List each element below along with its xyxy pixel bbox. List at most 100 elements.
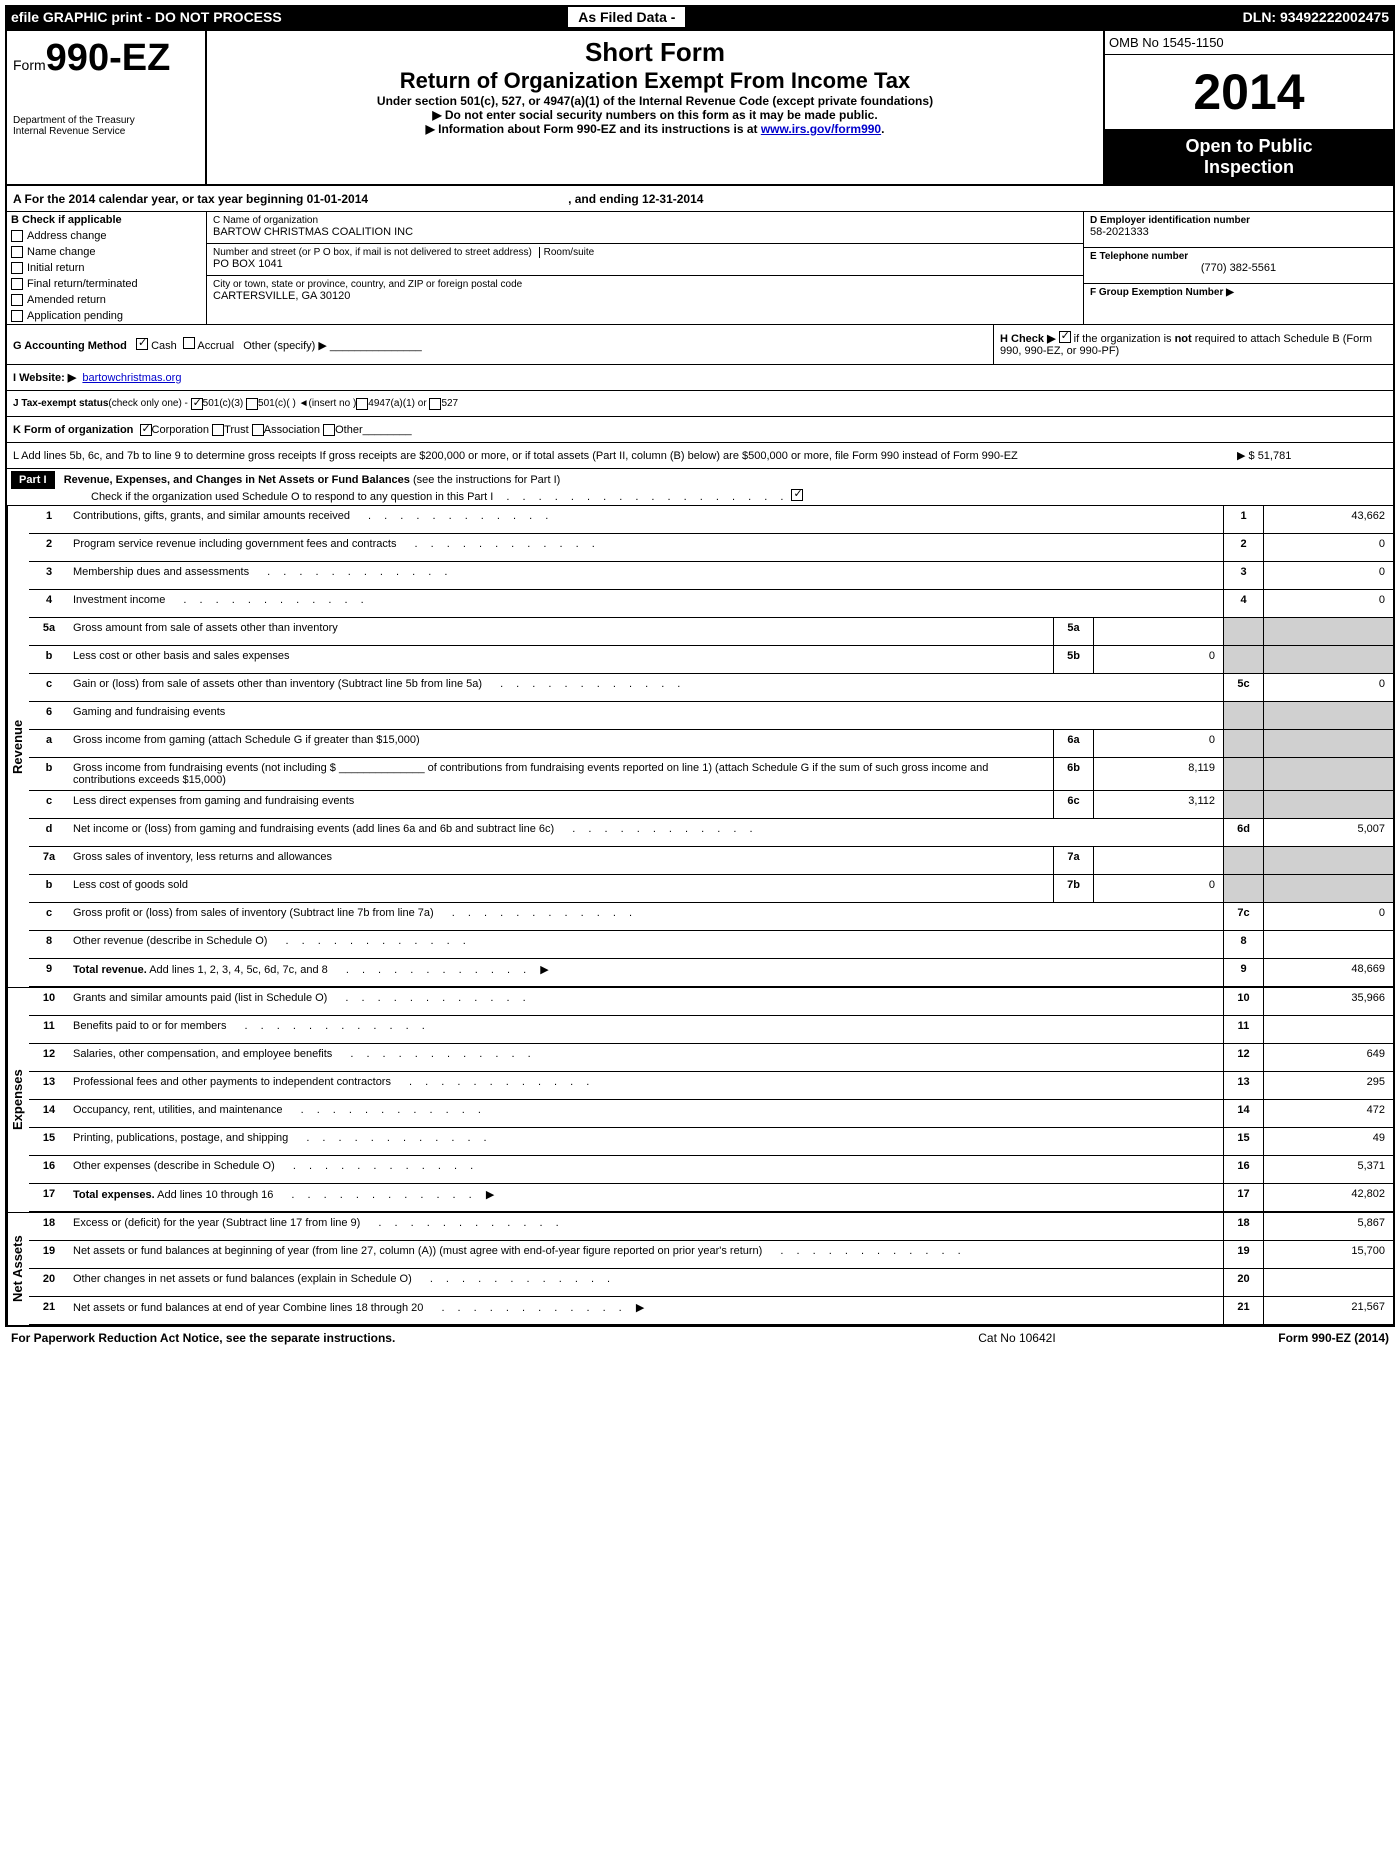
- note-2: ▶ Information about Form 990-EZ and its …: [213, 122, 1097, 136]
- line-20: 20Other changes in net assets or fund ba…: [29, 1269, 1393, 1297]
- omb-number: OMB No 1545-1150: [1105, 31, 1393, 55]
- form-footer: For Paperwork Reduction Act Notice, see …: [5, 1327, 1395, 1349]
- form-prefix: Form: [13, 57, 46, 73]
- check-boxes: B Check if applicable Address changeName…: [7, 212, 207, 324]
- line-b: bLess cost of goods sold7b0: [29, 875, 1393, 903]
- tax-status-row: J Tax-exempt status(check only one) - 50…: [7, 391, 1393, 417]
- header-right: OMB No 1545-1150 2014 Open to Public Ins…: [1103, 31, 1393, 184]
- line-8: 8Other revenue (describe in Schedule O) …: [29, 931, 1393, 959]
- line-2: 2Program service revenue including gover…: [29, 534, 1393, 562]
- line-14: 14Occupancy, rent, utilities, and mainte…: [29, 1100, 1393, 1128]
- expenses-table: Expenses 10Grants and similar amounts pa…: [7, 987, 1393, 1212]
- 501c-checkbox[interactable]: [246, 398, 258, 410]
- 527-checkbox[interactable]: [429, 398, 441, 410]
- revenue-label: Revenue: [7, 506, 29, 987]
- check-option: Name change: [7, 244, 206, 260]
- right-info: D Employer identification number 58-2021…: [1083, 212, 1393, 324]
- footer-mid: Cat No 10642I: [978, 1331, 1278, 1345]
- dept-2: Internal Revenue Service: [13, 126, 199, 137]
- checkbox[interactable]: [11, 278, 23, 290]
- line-b: bGross income from fundraising events (n…: [29, 758, 1393, 791]
- line-12: 12Salaries, other compensation, and empl…: [29, 1044, 1393, 1072]
- top-bar: efile GRAPHIC print - DO NOT PROCESS As …: [5, 5, 1395, 29]
- line-17: 17Total expenses. Add lines 10 through 1…: [29, 1184, 1393, 1212]
- line-a: aGross income from gaming (attach Schedu…: [29, 730, 1393, 758]
- header-left: Form990-EZ Department of the Treasury In…: [7, 31, 207, 184]
- irs-link[interactable]: www.irs.gov/form990: [761, 122, 881, 136]
- schedule-o-checkbox[interactable]: [791, 489, 803, 501]
- part-1-header: Part I Revenue, Expenses, and Changes in…: [7, 469, 1393, 506]
- form-header: Form990-EZ Department of the Treasury In…: [7, 31, 1393, 186]
- line-d: dNet income or (loss) from gaming and fu…: [29, 819, 1393, 847]
- line-c: cGain or (loss) from sale of assets othe…: [29, 674, 1393, 702]
- org-form-row: K Form of organization Corporation Trust…: [7, 417, 1393, 443]
- checkbox[interactable]: [11, 246, 23, 258]
- subtitle: Under section 501(c), 527, or 4947(a)(1)…: [213, 94, 1097, 108]
- line-10: 10Grants and similar amounts paid (list …: [29, 988, 1393, 1016]
- return-title: Return of Organization Exempt From Incom…: [213, 68, 1097, 94]
- header-center: Short Form Return of Organization Exempt…: [207, 31, 1103, 184]
- association-checkbox[interactable]: [252, 424, 264, 436]
- checkbox[interactable]: [11, 262, 23, 274]
- dept-1: Department of the Treasury: [13, 115, 199, 126]
- line-4: 4Investment income . . . . . . . . . . .…: [29, 590, 1393, 618]
- topbar-right: DLN: 93492222002475: [1243, 9, 1395, 25]
- line-3: 3Membership dues and assessments . . . .…: [29, 562, 1393, 590]
- topbar-left: efile GRAPHIC print - DO NOT PROCESS: [5, 9, 566, 25]
- line-21: 21Net assets or fund balances at end of …: [29, 1297, 1393, 1325]
- 501c3-checkbox[interactable]: [191, 398, 203, 410]
- expenses-label: Expenses: [7, 988, 29, 1212]
- corporation-checkbox[interactable]: [140, 424, 152, 436]
- group-exemption-row: F Group Exemption Number ▶: [1084, 284, 1393, 320]
- footer-right: Form 990-EZ (2014): [1278, 1331, 1389, 1345]
- line-13: 13Professional fees and other payments t…: [29, 1072, 1393, 1100]
- line-7a: 7aGross sales of inventory, less returns…: [29, 847, 1393, 875]
- net-assets-table: Net Assets 18Excess or (deficit) for the…: [7, 1212, 1393, 1325]
- cash-checkbox[interactable]: [136, 338, 148, 350]
- section-a-row: A For the 2014 calendar year, or tax yea…: [7, 186, 1393, 212]
- form-number: 990-EZ: [46, 37, 171, 79]
- note-1: ▶ Do not enter social security numbers o…: [213, 108, 1097, 122]
- org-info: C Name of organization BARTOW CHRISTMAS …: [207, 212, 1083, 324]
- 4947-checkbox[interactable]: [356, 398, 368, 410]
- line-b: bLess cost or other basis and sales expe…: [29, 646, 1393, 674]
- ein-row: D Employer identification number 58-2021…: [1084, 212, 1393, 248]
- line-9: 9Total revenue. Add lines 1, 2, 3, 4, 5c…: [29, 959, 1393, 987]
- line-c: cGross profit or (loss) from sales of in…: [29, 903, 1393, 931]
- line-19: 19Net assets or fund balances at beginni…: [29, 1241, 1393, 1269]
- line-5a: 5aGross amount from sale of assets other…: [29, 618, 1393, 646]
- phone-row: E Telephone number (770) 382-5561: [1084, 248, 1393, 284]
- line-c: cLess direct expenses from gaming and fu…: [29, 791, 1393, 819]
- schedule-b-checkbox[interactable]: [1059, 331, 1071, 343]
- check-option: Initial return: [7, 260, 206, 276]
- line-16: 16Other expenses (describe in Schedule O…: [29, 1156, 1393, 1184]
- gross-receipts-row: L Add lines 5b, 6c, and 7b to line 9 to …: [7, 443, 1393, 469]
- website-link[interactable]: bartowchristmas.org: [82, 372, 181, 384]
- topbar-mid: As Filed Data -: [566, 5, 687, 29]
- line-1: 1Contributions, gifts, grants, and simil…: [29, 506, 1393, 534]
- short-form-label: Short Form: [213, 37, 1097, 68]
- line-18: 18Excess or (deficit) for the year (Subt…: [29, 1213, 1393, 1241]
- inspection-label: Open to Public Inspection: [1105, 130, 1393, 184]
- org-name-row: C Name of organization BARTOW CHRISTMAS …: [207, 212, 1083, 244]
- check-option: Final return/terminated: [7, 276, 206, 292]
- line-11: 11Benefits paid to or for members . . . …: [29, 1016, 1393, 1044]
- form-container: Form990-EZ Department of the Treasury In…: [5, 29, 1395, 1327]
- checkbox[interactable]: [11, 310, 23, 322]
- other-checkbox[interactable]: [323, 424, 335, 436]
- tax-year: 2014: [1105, 55, 1393, 130]
- org-info-block: B Check if applicable Address changeName…: [7, 212, 1393, 325]
- net-assets-label: Net Assets: [7, 1213, 29, 1325]
- footer-left: For Paperwork Reduction Act Notice, see …: [11, 1331, 978, 1345]
- b-label: B Check if applicable: [7, 212, 206, 228]
- trust-checkbox[interactable]: [212, 424, 224, 436]
- accrual-checkbox[interactable]: [183, 337, 195, 349]
- checkbox[interactable]: [11, 230, 23, 242]
- check-option: Address change: [7, 228, 206, 244]
- website-row: I Website: ▶ bartowchristmas.org: [7, 365, 1393, 391]
- checkbox[interactable]: [11, 294, 23, 306]
- revenue-table: Revenue 1Contributions, gifts, grants, a…: [7, 506, 1393, 987]
- line-6: 6Gaming and fundraising events: [29, 702, 1393, 730]
- org-street-row: Number and street (or P O box, if mail i…: [207, 244, 1083, 276]
- g-h-row: G Accounting Method Cash Accrual Other (…: [7, 325, 1393, 365]
